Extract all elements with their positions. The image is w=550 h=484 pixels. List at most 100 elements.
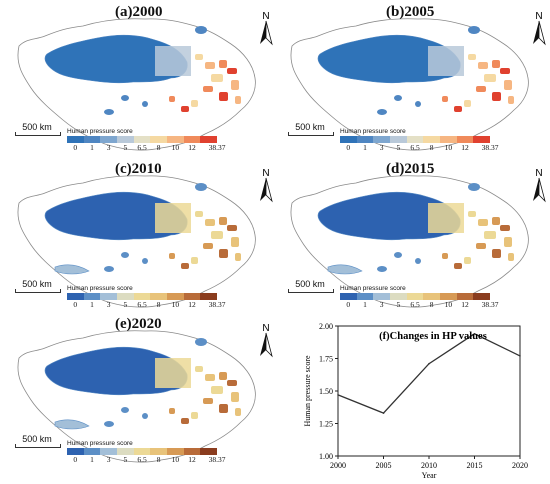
lake	[142, 413, 148, 419]
high-pressure-patch	[169, 96, 175, 102]
high-pressure-patch	[181, 418, 189, 424]
high-pressure-patch	[464, 257, 471, 264]
data-point	[337, 394, 339, 396]
legend-tick: 6.5	[137, 300, 147, 309]
pressure-map	[17, 18, 256, 151]
southern-region	[54, 264, 90, 275]
low-pressure-region	[44, 191, 188, 241]
north-label: N	[262, 323, 269, 334]
high-pressure-patch	[504, 80, 512, 90]
legend-tick: 0	[346, 143, 351, 152]
x-tick-label: 2015	[467, 461, 483, 470]
legend-tick: 8	[156, 300, 161, 309]
y-axis-label: Human pressure score	[303, 355, 312, 427]
map-panel-3: (c)2010 N 500 km Human pressure score 0 1 3…	[5, 161, 275, 321]
legend-tick: 5	[396, 143, 401, 152]
color-ramp	[340, 136, 491, 143]
lake	[415, 101, 421, 107]
legend: Human pressure score 0 1 3 5 6.5 8 10 12 38.37	[67, 285, 225, 309]
pressure-map	[17, 330, 256, 463]
scale-bar: 500 km	[15, 434, 61, 448]
high-pressure-patch	[211, 231, 223, 239]
high-pressure-patch	[442, 253, 448, 259]
high-pressure-patch	[219, 217, 227, 225]
panel-title: (c)2010	[115, 161, 162, 177]
high-pressure-patch	[205, 219, 215, 226]
high-pressure-patch	[492, 217, 500, 225]
y-tick-label: 1.25	[319, 420, 333, 429]
lake	[195, 26, 207, 34]
high-pressure-patch	[484, 74, 496, 82]
legend-tick: 3	[379, 300, 384, 309]
legend-tick: 8	[429, 300, 434, 309]
high-pressure-patch	[203, 86, 213, 92]
legend-tick: 10	[171, 143, 180, 152]
high-pressure-patch	[476, 86, 486, 92]
legend-tick: 5	[396, 300, 401, 309]
north-arrow-icon: N	[257, 322, 275, 360]
lake	[468, 183, 480, 191]
low-pressure-region	[44, 34, 188, 84]
lake	[195, 183, 207, 191]
mid-pressure-region	[428, 203, 464, 233]
high-pressure-patch	[169, 253, 175, 259]
x-axis-label: Year	[422, 471, 437, 480]
high-pressure-patch	[203, 243, 213, 249]
north-arrow-icon: N	[257, 167, 275, 205]
high-pressure-patch	[478, 219, 488, 226]
legend-tick: 6.5	[137, 455, 147, 464]
high-pressure-patch	[476, 243, 486, 249]
pressure-map	[17, 175, 256, 308]
legend-tick: 12	[188, 143, 196, 152]
legend-tick: 6.5	[410, 143, 420, 152]
lake	[104, 266, 114, 272]
legend-tick: 38.37	[481, 143, 499, 152]
high-pressure-patch	[219, 249, 228, 258]
color-ramp	[67, 293, 218, 300]
high-pressure-patch	[484, 231, 496, 239]
high-pressure-patch	[181, 106, 189, 112]
lake	[415, 258, 421, 264]
low-pressure-region	[317, 191, 461, 241]
legend-tick: 6.5	[410, 300, 420, 309]
legend-title: Human pressure score	[340, 285, 406, 292]
color-ramp	[340, 293, 491, 300]
legend-tick: 3	[106, 300, 111, 309]
legend-tick: 10	[171, 455, 180, 464]
y-tick-label: 2.00	[319, 322, 333, 331]
high-pressure-patch	[191, 412, 198, 419]
legend-tick: 10	[171, 300, 180, 309]
legend-title: Human pressure score	[67, 128, 133, 135]
legend-tick: 1	[90, 455, 94, 464]
high-pressure-patch	[464, 100, 471, 107]
data-point	[428, 362, 430, 365]
lake	[142, 101, 148, 107]
high-pressure-patch	[169, 408, 175, 414]
scale-label: 500 km	[22, 122, 52, 132]
high-pressure-patch	[181, 263, 189, 269]
high-pressure-patch	[492, 60, 500, 68]
high-pressure-patch	[219, 92, 228, 101]
high-pressure-patch	[191, 257, 198, 264]
lake	[104, 109, 114, 115]
legend-title: Human pressure score	[340, 128, 406, 135]
high-pressure-patch	[211, 74, 223, 82]
legend-tick: 12	[188, 300, 196, 309]
high-pressure-patch	[195, 366, 203, 372]
legend-title: Human pressure score	[67, 440, 133, 447]
legend-tick: 8	[429, 143, 434, 152]
high-pressure-patch	[235, 253, 241, 261]
pressure-map	[290, 175, 529, 308]
legend-tick: 38.37	[208, 143, 226, 152]
panel-title: (e)2020	[115, 316, 162, 332]
scale-bar: 500 km	[288, 122, 334, 136]
high-pressure-patch	[235, 96, 241, 104]
lake	[104, 421, 114, 427]
north-label: N	[262, 168, 269, 179]
legend-title: Human pressure score	[67, 285, 133, 292]
high-pressure-patch	[235, 408, 241, 416]
legend-tick: 38.37	[208, 300, 226, 309]
scale-bar: 500 km	[15, 122, 61, 136]
legend-tick: 12	[461, 300, 469, 309]
x-tick-label: 2020	[512, 461, 528, 470]
